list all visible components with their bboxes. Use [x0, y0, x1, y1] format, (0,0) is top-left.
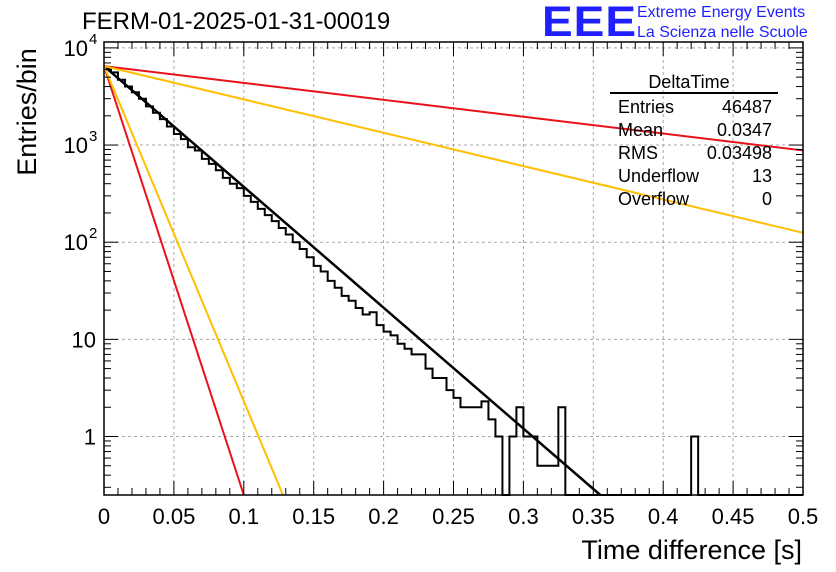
fit-line: [103, 65, 602, 496]
y-tick-exponent: 4: [89, 31, 97, 48]
y-tick-exponent: 3: [89, 128, 97, 145]
y-tick-label: 10: [64, 230, 88, 255]
stats-divider: [610, 92, 778, 94]
chart-title: FERM-01-2025-01-31-00019: [82, 8, 391, 35]
brand-line-2: La Scienza nelle Scuole: [637, 24, 808, 41]
stats-value: 0.0347: [716, 120, 772, 140]
stats-value: 0: [761, 189, 772, 209]
stats-row: Overflow 0: [610, 188, 778, 211]
x-tick-label: 0.3: [508, 504, 539, 529]
stats-label: Entries: [618, 97, 675, 117]
stats-label: Overflow: [618, 189, 690, 209]
x-tick-label: 0.5: [788, 504, 819, 529]
x-tick-label: 0.25: [432, 504, 475, 529]
x-tick-label: 0.15: [292, 504, 335, 529]
eee-logo: EEE: [542, 0, 638, 46]
tick-labels: 0 0.05 0.1 0.15 0.2 0.25 0.3 0.35 0.4 0.45 0.5 1 10 1…: [64, 31, 819, 529]
stats-row: RMS 0.03498: [610, 142, 778, 165]
fit-line: [103, 65, 804, 152]
stats-row: Underflow 13: [610, 165, 778, 188]
x-tick-label: 0.05: [152, 504, 195, 529]
x-axis-label: Time difference [s]: [581, 535, 802, 565]
x-tick-label: 0.4: [648, 504, 679, 529]
y-axis-label: Entries/bin: [12, 48, 42, 176]
y-tick-label: 10: [72, 327, 96, 352]
stats-box: DeltaTime Entries 46487 Mean 0.0347 RMS …: [610, 72, 778, 211]
y-tick-label: 10: [64, 36, 88, 61]
fit-lines: [103, 65, 804, 496]
x-tick-label: 0.2: [368, 504, 399, 529]
fit-line: [103, 65, 804, 234]
stats-value: 46487: [721, 97, 772, 117]
stats-row: Entries 46487: [610, 96, 778, 119]
stats-row: Mean 0.0347: [610, 119, 778, 142]
x-tick-label: 0.35: [572, 504, 615, 529]
tick-marks: [103, 42, 804, 495]
stats-label: Underflow: [618, 166, 700, 186]
x-tick-label: 0: [98, 504, 110, 529]
stats-title: DeltaTime: [648, 72, 730, 92]
stats-label: RMS: [618, 143, 658, 163]
fit-line: [103, 65, 284, 496]
y-tick-exponent: 2: [89, 225, 97, 242]
stats-label: Mean: [618, 120, 664, 140]
stats-value: 0.03498: [706, 143, 772, 163]
x-tick-label: 0.45: [712, 504, 755, 529]
x-tick-label: 0.1: [229, 504, 260, 529]
brand-line-1: Extreme Energy Events: [637, 4, 806, 21]
y-tick-label: 10: [64, 133, 88, 158]
fit-line: [103, 65, 245, 496]
stats-value: 13: [751, 166, 772, 186]
y-tick-label: 1: [84, 425, 96, 450]
